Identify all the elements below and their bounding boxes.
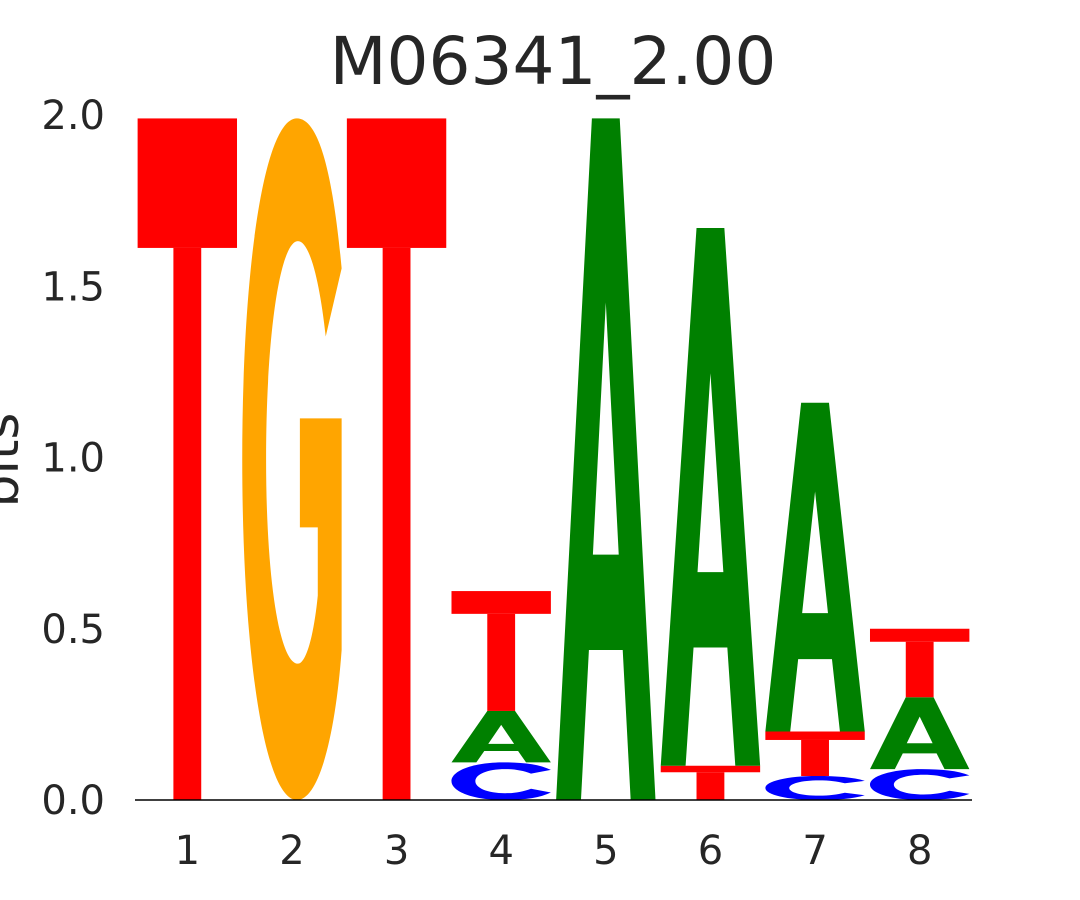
logo-letter-t-pos-7	[765, 731, 865, 777]
logo-letter-c-pos-8	[869, 769, 970, 800]
logo-letter-t-pos-6	[660, 765, 761, 800]
x-tick-label: 7	[802, 828, 827, 874]
x-axis-ticks: 1 2 3 4 5 6 7 8	[175, 828, 933, 874]
logo-letter-a-pos-5	[556, 118, 656, 801]
y-tick-label: 2.0	[41, 93, 105, 139]
logo-letter-a-pos-8	[869, 697, 970, 770]
logo-letter-a-pos-4	[451, 710, 551, 763]
x-tick-label: 1	[175, 828, 200, 874]
y-axis-label: bits	[0, 413, 31, 508]
y-tick-label: 1.5	[41, 264, 105, 310]
logo-letter-t-pos-8	[869, 628, 970, 698]
logo-letter-t-pos-1	[137, 118, 238, 800]
x-tick-label: 4	[488, 828, 513, 874]
logo-letter-c-pos-7	[765, 776, 865, 800]
logo-letters	[137, 118, 970, 801]
x-tick-label: 3	[384, 828, 409, 874]
x-tick-label: 6	[698, 828, 723, 874]
x-tick-label: 8	[907, 828, 932, 874]
logo-letter-t-pos-3	[346, 118, 447, 800]
logo-letter-a-pos-7	[765, 402, 865, 732]
logo-letter-c-pos-4	[451, 762, 551, 800]
logo-letter-a-pos-6	[660, 228, 761, 766]
logo-letter-t-pos-4	[451, 591, 551, 711]
y-axis-ticks: 0.0 0.5 1.0 1.5 2.0	[41, 93, 105, 824]
chart-title: M06341_2.00	[330, 23, 777, 100]
y-tick-label: 1.0	[41, 436, 105, 482]
y-tick-label: 0.0	[41, 778, 105, 824]
logo-letter-g-pos-2	[242, 118, 342, 801]
y-tick-label: 0.5	[41, 607, 105, 653]
x-tick-label: 5	[593, 828, 618, 874]
x-tick-label: 2	[279, 828, 304, 874]
